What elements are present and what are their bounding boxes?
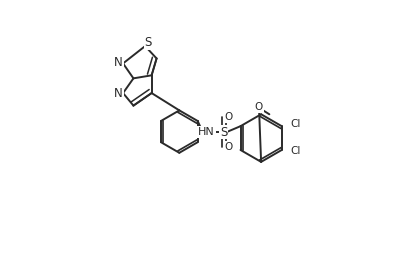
Text: HN: HN [198,127,215,137]
Text: O: O [255,102,263,112]
Text: O: O [224,112,233,122]
Text: Cl: Cl [290,146,300,156]
Text: Cl: Cl [290,119,300,129]
Text: S: S [220,125,227,139]
Text: O: O [224,142,233,152]
Text: N: N [114,87,123,100]
Text: N: N [114,56,123,69]
Text: S: S [145,36,152,49]
